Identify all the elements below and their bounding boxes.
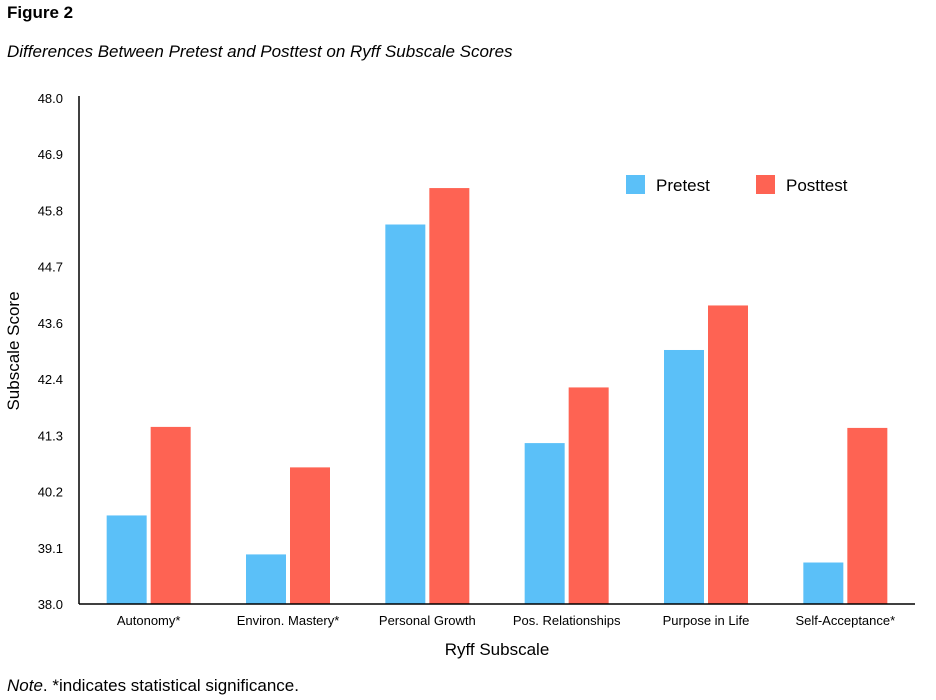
x-tick-label: Autonomy* — [117, 613, 181, 628]
y-axis-ticks: 38.0 39.1 40.2 41.3 42.4 43.6 44.7 45.8 46.9 48.0 — [38, 91, 63, 612]
y-tick-label: 45.8 — [38, 203, 63, 218]
y-tick-label: 43.6 — [38, 316, 63, 331]
bar-posttest-3 — [429, 188, 470, 604]
x-tick-label: Pos. Relationships — [513, 613, 621, 628]
bar-posttest-1 — [150, 426, 191, 604]
x-tick-label: Environ. Mastery* — [237, 613, 340, 628]
bar-pretest-6 — [803, 562, 844, 604]
bars — [106, 188, 888, 604]
y-tick-label: 46.9 — [38, 147, 63, 162]
bar-posttest-4 — [568, 387, 609, 604]
x-tick-label: Personal Growth — [379, 613, 476, 628]
y-axis-label: Subscale Score — [4, 291, 23, 410]
y-tick-label: 42.4 — [38, 372, 63, 387]
y-tick-label: 39.1 — [38, 541, 63, 556]
bar-pretest-1 — [106, 515, 147, 604]
note-text: . *indicates statistical significance. — [42, 676, 299, 695]
legend-swatch-posttest — [756, 175, 775, 194]
y-tick-label: 38.0 — [38, 597, 63, 612]
legend: Pretest Posttest — [626, 175, 848, 195]
legend-swatch-pretest — [626, 175, 645, 194]
x-axis-label: Ryff Subscale — [445, 640, 550, 659]
y-tick-label: 41.3 — [38, 428, 63, 443]
x-tick-label: Purpose in Life — [663, 613, 750, 628]
legend-label-pretest: Pretest — [656, 176, 710, 195]
x-tick-label: Self-Acceptance* — [795, 613, 895, 628]
x-axis-ticks: Autonomy* Environ. Mastery* Personal Growt… — [117, 613, 895, 628]
y-tick-label: 48.0 — [38, 91, 63, 106]
figure-title: Differences Between Pretest and Posttest… — [7, 42, 513, 61]
bar-posttest-2 — [290, 467, 330, 604]
figure-label: Figure 2 — [7, 3, 74, 22]
bar-pretest-2 — [246, 554, 286, 604]
bar-pretest-5 — [664, 349, 704, 604]
figure-note: Note. *indicates statistical significanc… — [7, 676, 299, 696]
bar-posttest-5 — [708, 305, 748, 604]
legend-label-posttest: Posttest — [786, 176, 848, 195]
note-prefix: Note — [7, 676, 43, 695]
bar-posttest-6 — [847, 427, 888, 604]
bar-pretest-4 — [524, 443, 565, 604]
bar-pretest-3 — [385, 224, 426, 604]
y-tick-label: 40.2 — [38, 485, 63, 500]
y-tick-label: 44.7 — [38, 260, 63, 275]
